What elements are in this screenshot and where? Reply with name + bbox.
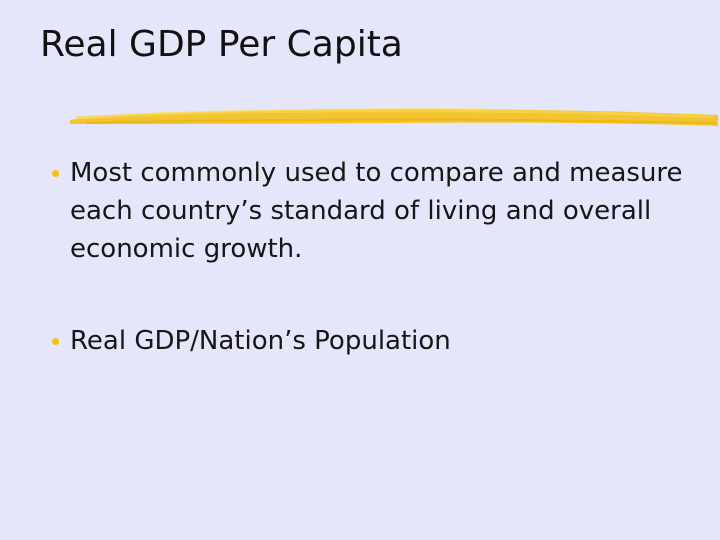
bullet-list: Most commonly used to compare and measur…: [46, 154, 686, 360]
bullet-dot-icon: [52, 170, 59, 177]
title-underline-brushstroke: [70, 107, 718, 126]
slide-title: Real GDP Per Capita: [40, 24, 403, 65]
bullet-item: Most commonly used to compare and measur…: [46, 154, 686, 268]
bullet-text: Real GDP/Nation’s Population: [70, 326, 451, 356]
bullet-text: Most commonly used to compare and measur…: [70, 158, 683, 264]
bullet-dot-icon: [52, 338, 59, 345]
bullet-item: Real GDP/Nation’s Population: [46, 322, 686, 360]
